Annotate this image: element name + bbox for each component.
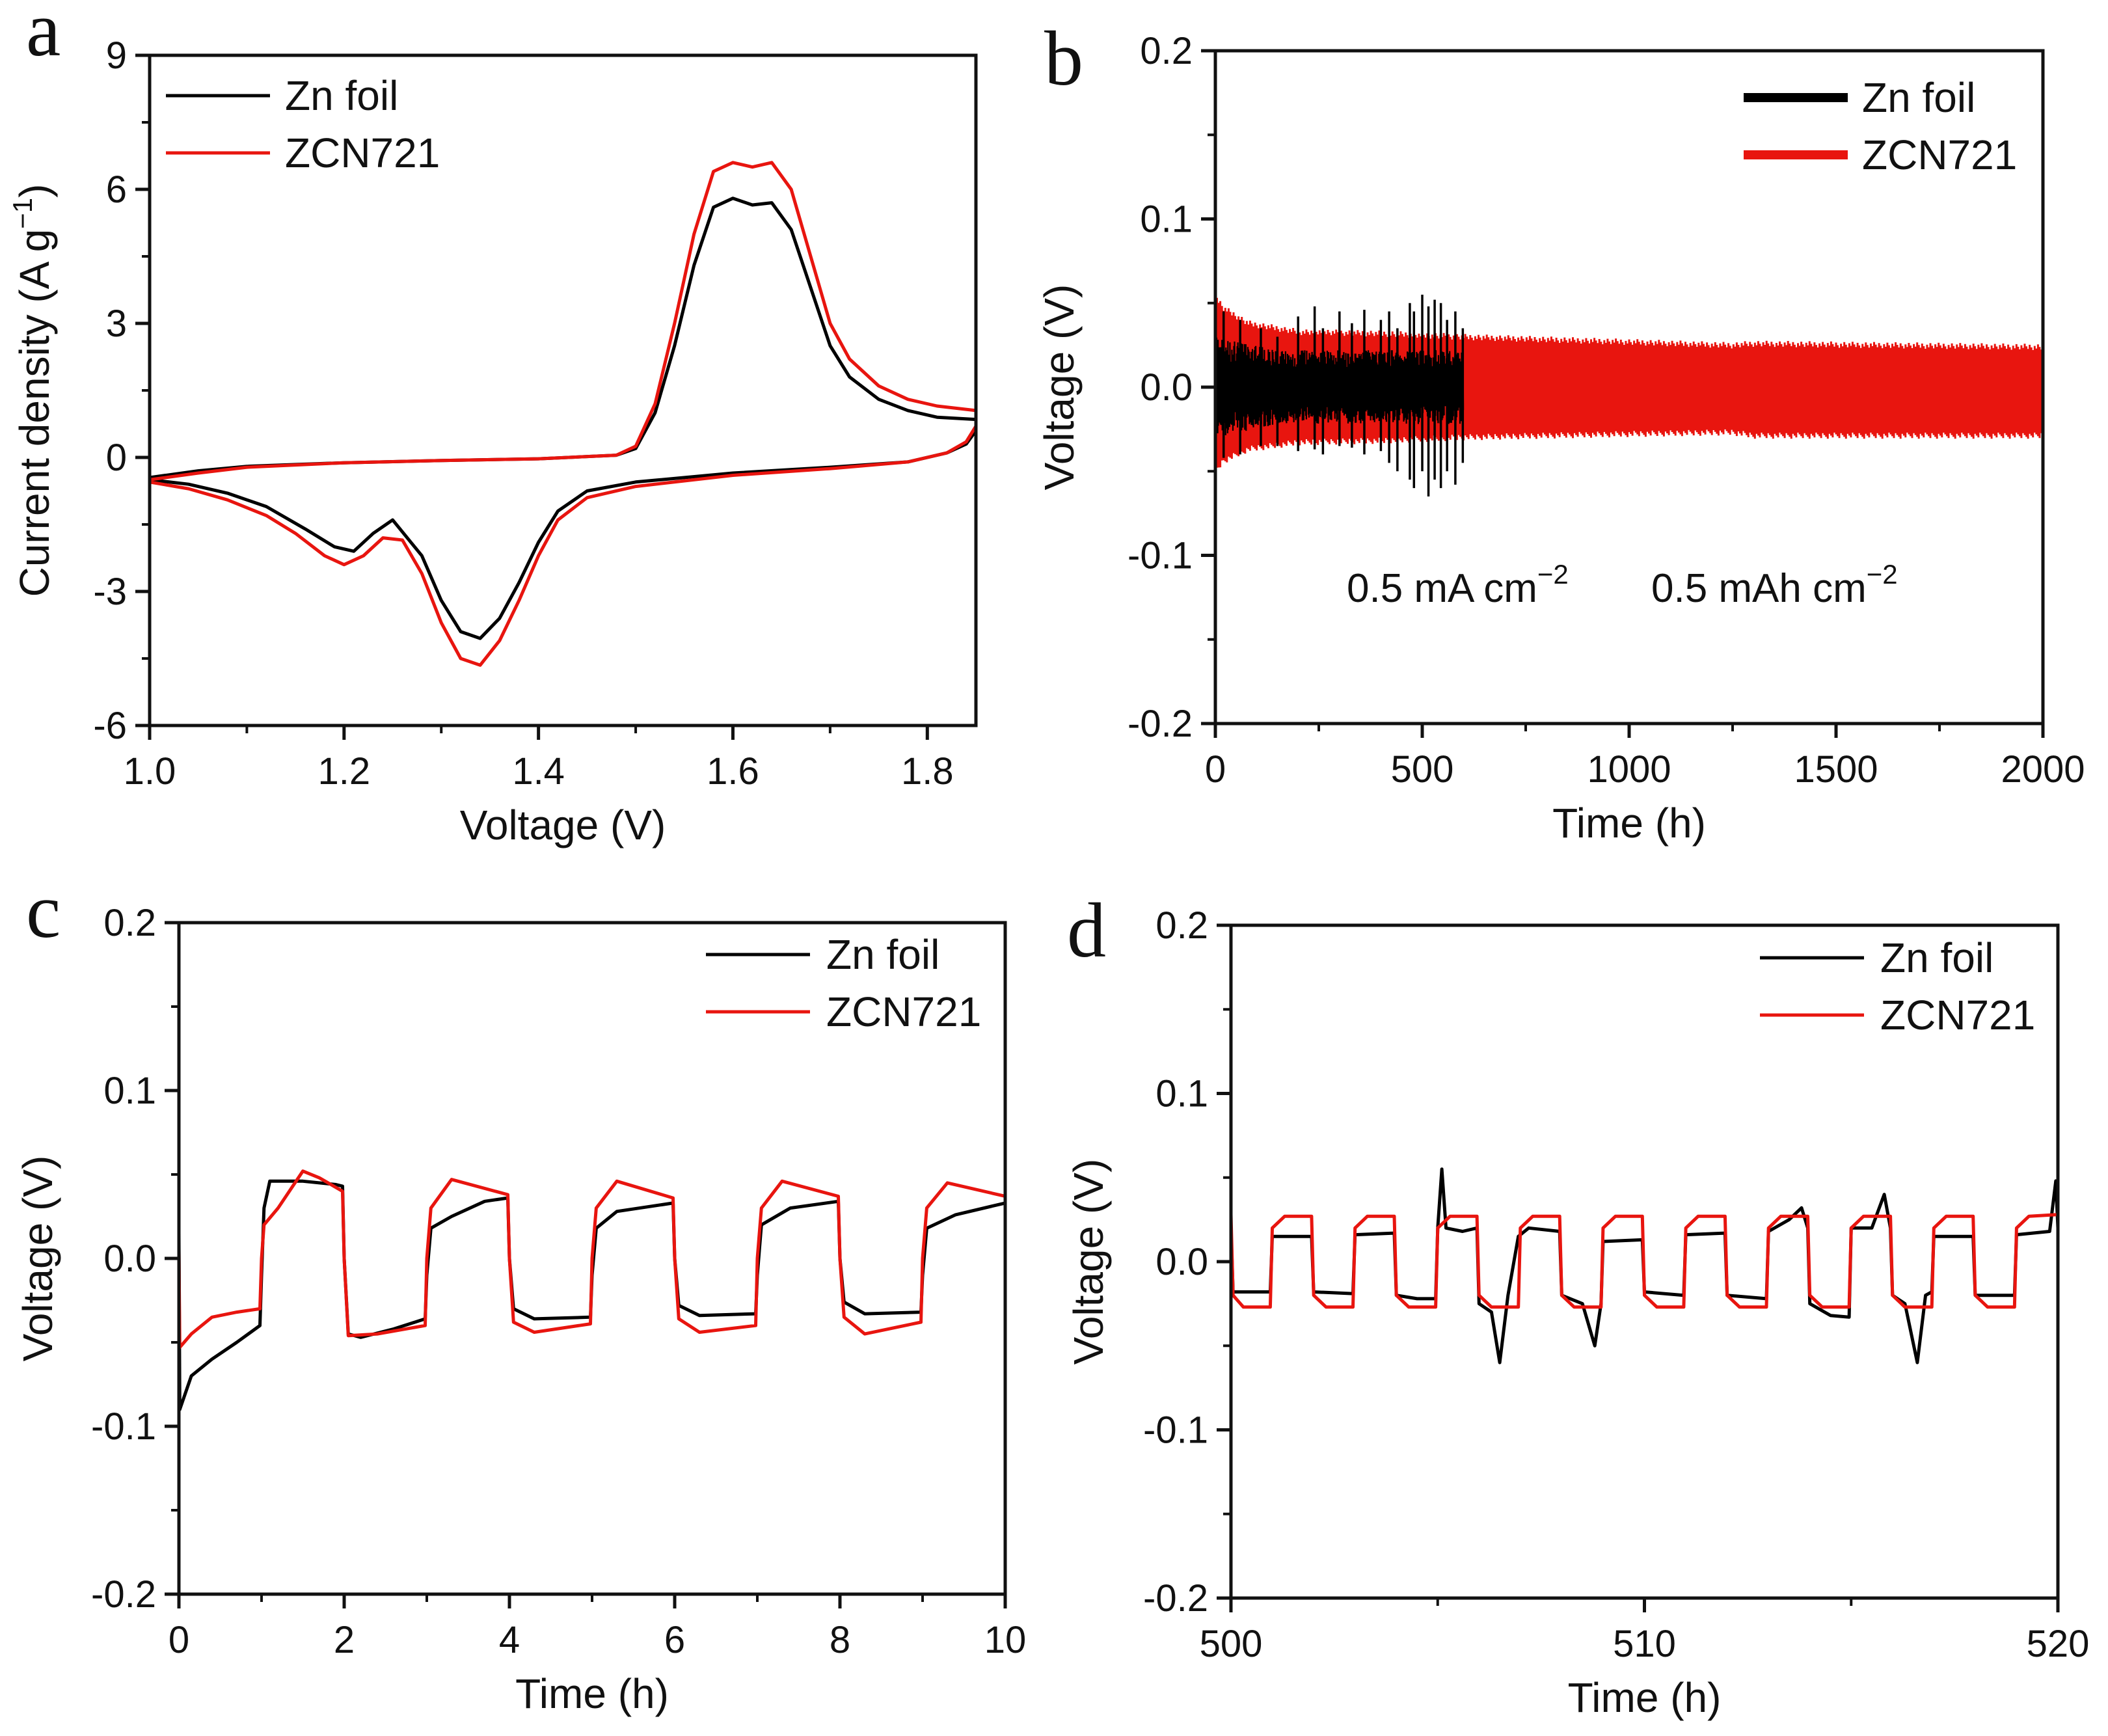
x-tick-label: 500 <box>1391 748 1454 791</box>
plot-area <box>1215 294 2043 497</box>
chart-panel-a: 1.0 1.2 1.4 1.6 1.8 -6 -3 0 3 6 9 Voltage (V) Curren… <box>7 0 978 848</box>
legend-label: Zn foil <box>1880 934 1993 981</box>
legend-label: Zn foil <box>826 931 939 978</box>
series-zcn721-line <box>150 161 976 667</box>
annotation-capacity: 0.5 mAh cm−2 <box>1651 559 1898 611</box>
y-tick-label: 0 <box>106 437 127 479</box>
panel-letter: b <box>1044 15 1083 102</box>
y-tick-label: 9 <box>106 34 127 77</box>
y-tick-label: 0.0 <box>103 1238 156 1280</box>
legend-label: ZCN721 <box>1862 131 2017 178</box>
x-tick-label: 500 <box>1200 1623 1263 1665</box>
x-tick-label: 1500 <box>1794 748 1878 791</box>
panel-letter: a <box>26 0 61 72</box>
panel-letter: c <box>26 867 61 954</box>
y-axis-title: Voltage (V) <box>14 1156 61 1362</box>
chart-panel-c: 0 2 4 6 8 10 -0.2 -0.1 0.0 0.1 0.2 Time (h) Voltage … <box>14 867 1026 1717</box>
y-tick-label: -3 <box>93 571 127 613</box>
plot-area <box>1231 1167 2058 1364</box>
plot-area <box>179 1169 1005 1411</box>
y-tick-label: 0.1 <box>1140 198 1193 241</box>
chart-panel-b: 0 500 1000 1500 2000 -0.2 -0.1 0.0 0.1 0.2 Time (h… <box>1036 15 2085 847</box>
x-tick-label: 510 <box>1613 1623 1676 1665</box>
x-tick-label: 520 <box>2027 1623 2090 1665</box>
y-tick-label: 0.2 <box>1155 904 1208 947</box>
series-zcn721-line <box>1231 1213 2058 1309</box>
legend-label: ZCN721 <box>826 988 981 1035</box>
y-tick-label: -0.2 <box>91 1573 156 1616</box>
x-axis-title: Voltage (V) <box>460 802 666 848</box>
x-tick-label: 1.8 <box>901 750 954 793</box>
x-tick-label: 0 <box>1205 748 1226 791</box>
y-tick-label: -0.1 <box>91 1405 156 1448</box>
chart-panel-d: 500 510 520 -0.2 -0.1 0.0 0.1 0.2 Time (h) Voltag… <box>1065 887 2089 1721</box>
y-tick-label: 0.2 <box>103 902 156 944</box>
y-tick-label: 0.1 <box>1155 1073 1208 1115</box>
x-tick-label: 1.6 <box>707 750 759 793</box>
y-tick-label: 3 <box>106 303 127 345</box>
y-axis-title: Voltage (V) <box>1036 284 1083 491</box>
y-tick-label: -0.1 <box>1128 535 1193 577</box>
x-tick-label: 1000 <box>1587 748 1671 791</box>
y-tick-label: 0.0 <box>1155 1241 1208 1283</box>
x-tick-label: 4 <box>499 1619 520 1661</box>
x-tick-label: 10 <box>984 1619 1027 1661</box>
x-axis-title: Time (h) <box>515 1670 669 1717</box>
x-tick-label: 0 <box>169 1619 189 1661</box>
legend-label: ZCN721 <box>285 129 440 176</box>
y-tick-label: 0.2 <box>1140 30 1193 72</box>
y-tick-label: 0.1 <box>103 1070 156 1112</box>
panel-letter: d <box>1067 887 1106 973</box>
x-axis-title: Time (h) <box>1568 1674 1722 1721</box>
y-axis-title: Current density (A g−1) <box>7 184 58 597</box>
y-axis-title: Voltage (V) <box>1065 1159 1112 1365</box>
series-zn-foil-line <box>150 197 976 640</box>
plot-frame <box>148 53 978 727</box>
series-zcn721-line <box>179 1169 1005 1349</box>
x-tick-label: 1.4 <box>512 750 565 793</box>
annotation-current-density: 0.5 mA cm−2 <box>1347 559 1569 611</box>
y-tick-label: 0.0 <box>1140 366 1193 409</box>
legend: Zn foil ZCN721 <box>706 931 981 1035</box>
legend: Zn foil ZCN721 <box>1760 934 2035 1038</box>
y-tick-label: -0.1 <box>1143 1409 1208 1452</box>
legend-label: ZCN721 <box>1880 992 2035 1038</box>
legend: Zn foil ZCN721 <box>1744 74 2017 178</box>
y-tick-label: -0.2 <box>1143 1577 1208 1620</box>
x-tick-label: 1.2 <box>318 750 371 793</box>
y-tick-label: -6 <box>93 705 127 747</box>
x-tick-label: 2000 <box>2001 748 2085 791</box>
legend: Zn foil ZCN721 <box>166 72 440 176</box>
x-axis-title: Time (h) <box>1552 800 1706 847</box>
plot-area <box>150 161 976 667</box>
x-tick-label: 6 <box>664 1619 685 1661</box>
x-tick-label: 2 <box>334 1619 355 1661</box>
y-tick-label: -0.2 <box>1128 703 1193 745</box>
x-tick-label: 8 <box>830 1619 850 1661</box>
y-tick-label: 6 <box>106 169 127 211</box>
x-tick-label: 1.0 <box>124 750 176 793</box>
legend-label: Zn foil <box>285 72 398 119</box>
legend-label: Zn foil <box>1862 74 1975 121</box>
